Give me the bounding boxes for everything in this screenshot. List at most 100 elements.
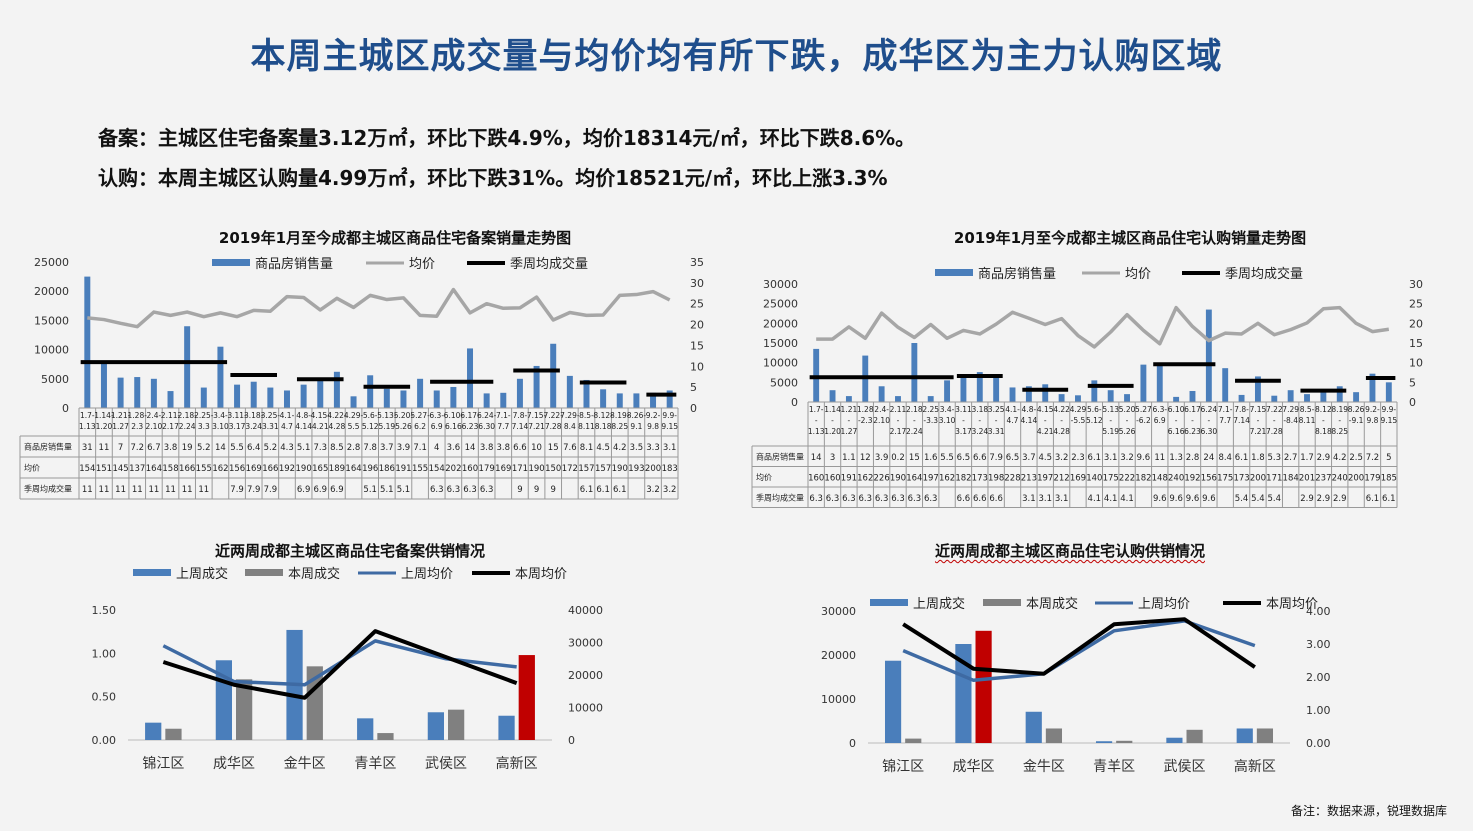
category-label: 1.27 <box>112 422 129 431</box>
table-cell: 3.1 <box>1038 494 1052 504</box>
category-label: 3.18- <box>244 411 264 420</box>
table-cell: 3.5 <box>630 443 644 453</box>
table-cell: 6.6 <box>513 443 527 453</box>
sales-bar <box>134 377 141 408</box>
y-right-tick: 20 <box>1409 317 1423 330</box>
legend-avg-price-label: 均价 <box>1125 267 1151 282</box>
table-cell: 5.2 <box>197 443 211 453</box>
y-left-tick: 10000 <box>763 357 798 370</box>
y-left-tick: 30000 <box>821 605 856 618</box>
category-label: 6.16 <box>445 422 462 431</box>
table-cell: 183 <box>662 464 678 474</box>
table-cell: 3 <box>830 453 835 463</box>
sales-bar <box>1369 373 1376 402</box>
table-cell: 4.2 <box>613 443 627 453</box>
table-cell: 186 <box>379 464 395 474</box>
y-right-tick: 0 <box>568 734 575 747</box>
y-right-tick: 40000 <box>568 604 603 617</box>
legend-last-week-volume-label: 上周成交 <box>176 566 228 582</box>
sales-bar <box>976 372 983 402</box>
category-label: 2.25 <box>922 405 939 414</box>
sales-bar <box>1385 382 1392 402</box>
category-label: 4.14 <box>1021 416 1038 425</box>
table-cell: 3.1 <box>1104 453 1118 463</box>
table-cell: 6.1 <box>1088 453 1102 463</box>
table-cell: 11 <box>198 485 209 495</box>
table-cell: 160 <box>462 464 478 474</box>
table-cell: 9.6 <box>1186 494 1200 504</box>
category-label: 4.28 <box>329 422 346 431</box>
table-cell: 6.6 <box>973 494 987 504</box>
category-label: 3.25 <box>988 405 1005 414</box>
table-cell: 6.9 <box>297 485 311 495</box>
category-label: 4.14 <box>295 422 312 431</box>
category-label: 3.4- <box>213 411 228 420</box>
category-label: - <box>1060 416 1063 425</box>
table-cell: 148 <box>1152 473 1168 483</box>
table-cell: 6.3 <box>480 485 494 495</box>
sales-bar <box>450 386 457 408</box>
table-cell: 4.1 <box>1120 494 1134 504</box>
category-label: 8.5- <box>1300 405 1315 414</box>
table-cell: 6.3 <box>430 485 444 495</box>
table-cell: 19 <box>182 443 193 453</box>
table-cell: 162 <box>212 464 228 474</box>
y-right-tick: 2.00 <box>1306 671 1331 684</box>
category-label: 6.16 <box>1168 427 1185 436</box>
category-label: 4.15 <box>1037 405 1054 414</box>
category-label: - <box>1207 416 1210 425</box>
sales-bar <box>500 392 507 408</box>
legend-sales-label: 商品房销售量 <box>978 266 1056 282</box>
table-cell: 175 <box>1103 473 1119 483</box>
table-cell: 11 <box>182 485 193 495</box>
table-cell: 6.9 <box>330 485 344 495</box>
sales-bar <box>1156 362 1163 402</box>
y-left-tick: 20000 <box>821 649 856 662</box>
category-label: 5.27- <box>410 411 430 420</box>
table-cell: 5.4 <box>1268 494 1282 504</box>
category-label: 6.17 <box>1184 405 1201 414</box>
table-cell: 169 <box>495 464 511 474</box>
y-right-tick: 10 <box>1409 357 1423 370</box>
table-cell: 145 <box>112 464 128 474</box>
this-week-bar <box>1186 729 1203 743</box>
table-cell: 7.8 <box>363 443 377 453</box>
category-label: 6.9 <box>1154 416 1166 425</box>
legend-this-week-volume-swatch <box>983 599 1021 606</box>
category-label: 5.26 <box>1119 427 1136 436</box>
table-row-label: 季周均成交量 <box>756 492 804 502</box>
subscription-district-chart: 上周成交 本周成交 上周均价 本周均价 30000 20000 10000 0 4.00 3.00… <box>821 596 1331 775</box>
category-label: 7.28 <box>1266 427 1283 436</box>
category-label: 9.9- <box>1381 405 1396 414</box>
table-cell: 4.2 <box>1333 453 1347 463</box>
table-cell: 9.6 <box>1202 494 1216 504</box>
table-cell: 200 <box>1250 473 1266 483</box>
category-label: 1.14 <box>824 405 841 414</box>
table-cell: 240 <box>1168 473 1184 483</box>
table-cell: 6.3 <box>826 494 840 504</box>
category-label: - <box>1322 416 1325 425</box>
category-label: 8.18 <box>1315 427 1332 436</box>
table-cell: 6.3 <box>858 494 872 504</box>
table-cell: 196 <box>362 464 378 474</box>
page-title: 本周主城区成交量与均价均有所下跌，成华区为主力认购区域 <box>250 37 1223 77</box>
table-cell: 184 <box>1283 473 1299 483</box>
sales-bar <box>1058 394 1065 402</box>
table-cell: 173 <box>1233 473 1249 483</box>
sales-bar <box>350 396 357 408</box>
category-label: 7.1- <box>1218 405 1233 414</box>
table-cell: 171 <box>1266 473 1282 483</box>
category-label: 1.13 <box>79 422 96 431</box>
sales-bar <box>300 384 307 408</box>
sales-bar <box>217 346 224 408</box>
y-right-tick: 0.00 <box>1306 737 1331 750</box>
table-cell: 3.9 <box>875 453 889 463</box>
sales-bar <box>100 361 107 408</box>
sales-bar <box>1173 396 1180 402</box>
this-week-price-line <box>902 617 1256 676</box>
last-week-bar <box>357 718 374 740</box>
y-right-tick: 25 <box>690 298 704 311</box>
table-cell: 9.6 <box>1153 494 1167 504</box>
y-right-tick: 10000 <box>568 702 603 715</box>
sales-bar <box>895 396 901 402</box>
